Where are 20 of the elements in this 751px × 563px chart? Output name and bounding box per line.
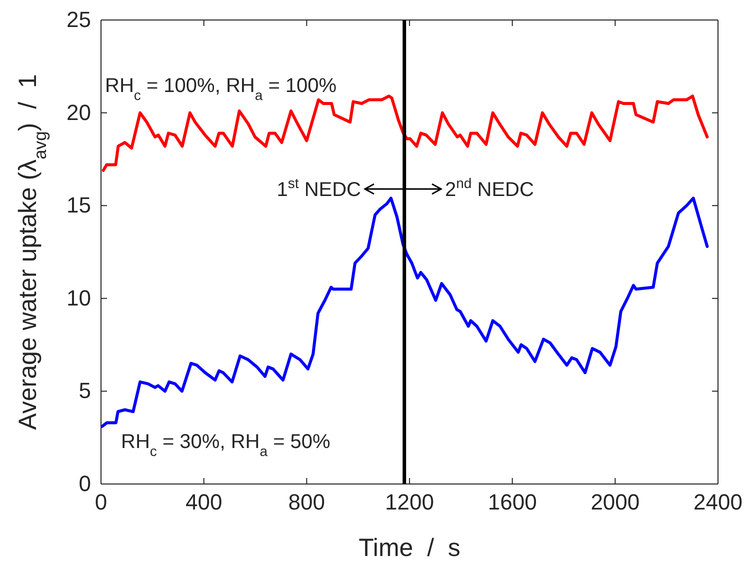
- y-tick-label: 0: [78, 471, 91, 496]
- x-tick-label: 1200: [385, 490, 434, 515]
- annotation: RH$_{c}$ = 30%, RH$_{a}$ = 50%: [121, 431, 331, 459]
- y-tick-label: 10: [66, 285, 91, 310]
- x-axis-title: Time / s: [358, 534, 460, 562]
- line-series: [100, 196, 709, 428]
- x-tick-label: 400: [185, 490, 222, 515]
- y-tick-label: 15: [66, 192, 91, 218]
- y-tick-label: 20: [66, 100, 91, 125]
- y-tick-label: 25: [66, 7, 91, 32]
- x-tick-label: 800: [288, 490, 326, 515]
- annotation: RH$_{c}$ = 100%, RH$_{a}$ = 100%: [105, 75, 337, 103]
- x-tick-label: 1600: [488, 490, 537, 515]
- x-tick-label: 2400: [694, 490, 742, 515]
- annotation: 2$^{nd}$ NEDC: [445, 175, 534, 201]
- x-tick-label: 2000: [590, 490, 640, 515]
- annotation: 1$^{st}$ NEDC: [276, 175, 361, 201]
- line-series: [102, 94, 709, 172]
- x-tick-label: 0: [94, 490, 108, 515]
- y-tick-label: 5: [78, 378, 91, 404]
